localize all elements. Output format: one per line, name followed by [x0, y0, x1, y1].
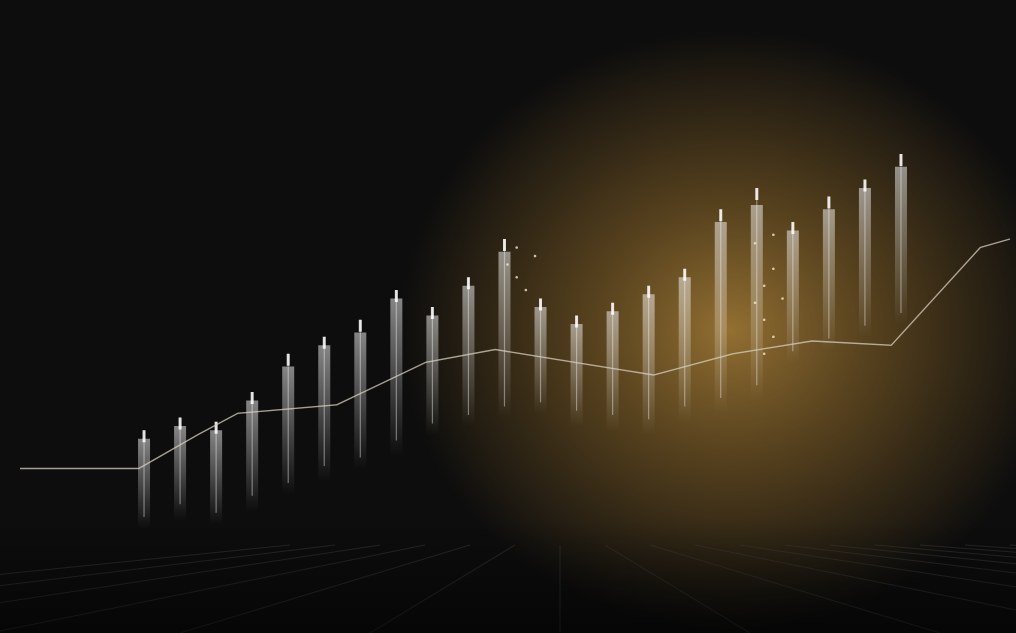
candle-high-tick: [178, 417, 182, 430]
sparkle-dot: [772, 335, 775, 339]
candle-body: [246, 400, 259, 512]
candle-body: [678, 277, 691, 423]
candle-high-tick: [827, 196, 831, 209]
candle-high-tick: [755, 188, 759, 200]
sparkle-dot: [753, 301, 757, 305]
candle-body: [498, 251, 511, 418]
candle-high-tick: [719, 209, 723, 222]
candle-high-tick: [863, 179, 867, 192]
candle-body: [318, 345, 331, 482]
candle-body: [282, 366, 295, 495]
candle-body: [606, 311, 619, 431]
candle-body: [714, 222, 727, 414]
sparkle-dot: [772, 233, 775, 237]
trend-line: [20, 238, 1011, 470]
candle-body: [390, 298, 403, 457]
candle-high-tick: [214, 421, 218, 434]
candle-high-tick: [899, 154, 903, 166]
candle-high-tick: [791, 222, 795, 234]
candle-high-tick: [683, 268, 687, 281]
candle-body: [642, 294, 655, 435]
sparkle-dot: [762, 284, 766, 288]
candle-high-tick: [286, 353, 290, 366]
candle-body: [138, 438, 151, 529]
sparkle-dot: [781, 297, 784, 300]
candle-high-tick: [250, 392, 254, 404]
sparkle-dot: [772, 267, 775, 271]
candle-high-tick: [394, 290, 398, 302]
sparkle-dot: [762, 318, 766, 322]
candle-high-tick: [430, 307, 434, 319]
candle-high-tick: [322, 336, 326, 349]
sparkle-dot: [533, 254, 537, 258]
golden-glow: [400, 30, 1016, 630]
candle-body: [426, 315, 439, 435]
candle-body: [534, 307, 547, 414]
sparkle-dot: [515, 275, 518, 279]
candle-high-tick: [502, 239, 506, 251]
candle-high-tick: [358, 319, 362, 332]
candle-body: [750, 205, 763, 401]
candle-high-tick: [539, 298, 543, 311]
candle-body: [210, 430, 223, 525]
candle-high-tick: [466, 277, 470, 290]
candle-body: [174, 426, 187, 520]
candle-high-tick: [142, 430, 146, 443]
sparkle-dot: [515, 246, 518, 249]
candle-body: [894, 166, 907, 325]
candle-high-tick: [611, 302, 615, 315]
candle-body: [822, 209, 835, 350]
sparkle-dot: [753, 241, 757, 245]
sparkle-particles: [506, 233, 784, 356]
sparkle-dot: [506, 263, 509, 266]
candle-body: [858, 188, 871, 338]
floor-shadow: [0, 520, 1016, 633]
sparkle-dot: [524, 288, 528, 292]
candle-body: [462, 285, 475, 427]
candlestick-series: [138, 154, 907, 529]
candle-body: [786, 230, 799, 363]
candle-high-tick: [575, 315, 579, 328]
candle-body: [354, 332, 367, 469]
candle-high-tick: [647, 285, 651, 298]
candle-body: [570, 324, 583, 427]
sparkle-dot: [762, 352, 766, 356]
